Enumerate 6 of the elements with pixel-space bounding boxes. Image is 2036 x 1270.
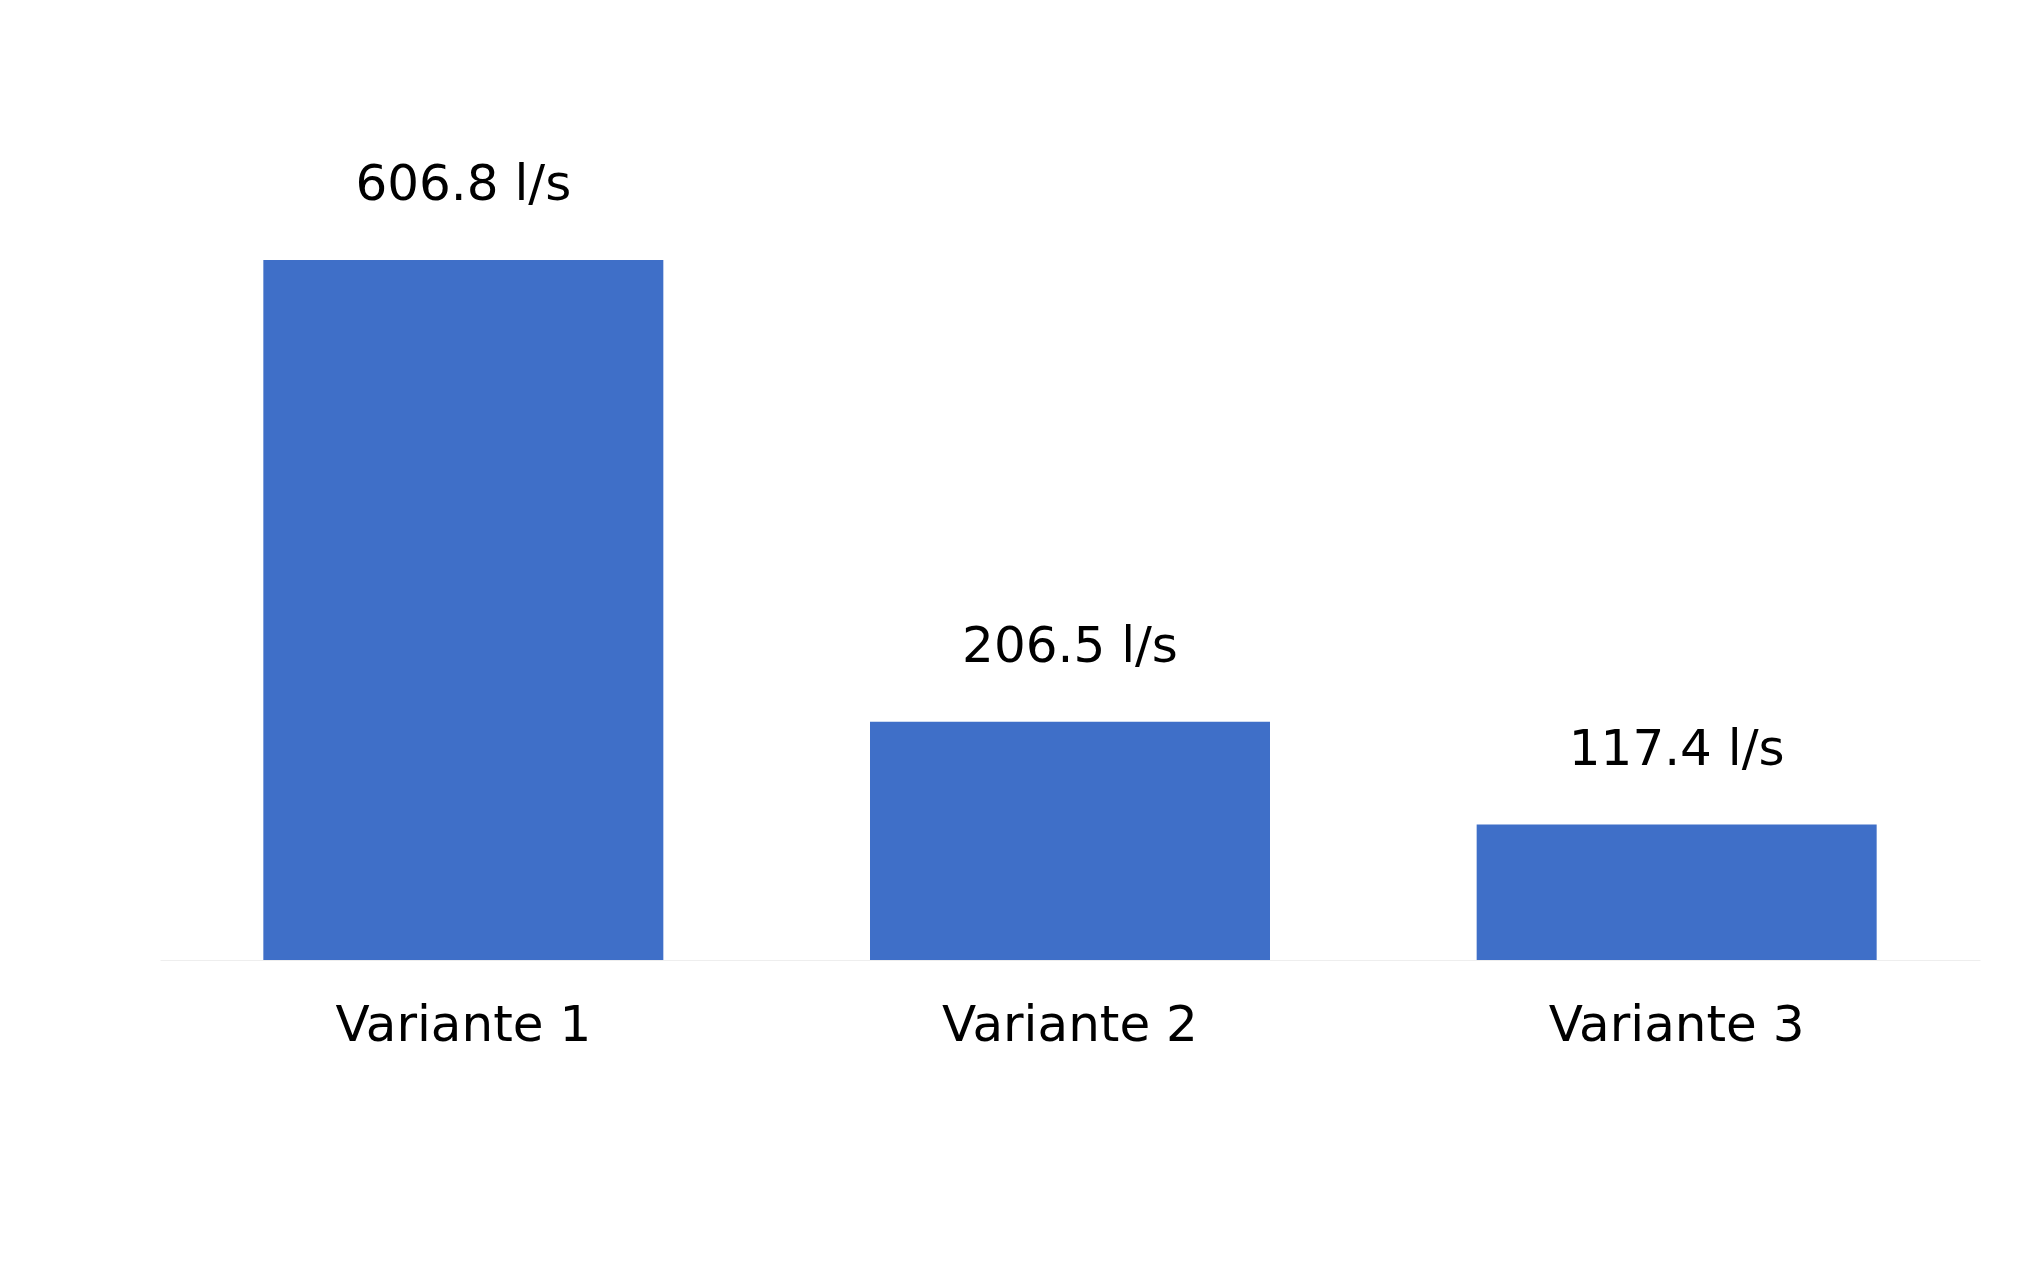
data-label: 606.8 l/s <box>355 154 572 212</box>
x-tick-label: Variante 3 <box>1548 994 1805 1053</box>
x-tick-label: Variante 1 <box>335 994 592 1053</box>
data-label: 206.5 l/s <box>962 615 1178 674</box>
data-label: 117.4 l/s <box>1568 718 1785 777</box>
x-tick-label: Variante 2 <box>942 994 1198 1053</box>
